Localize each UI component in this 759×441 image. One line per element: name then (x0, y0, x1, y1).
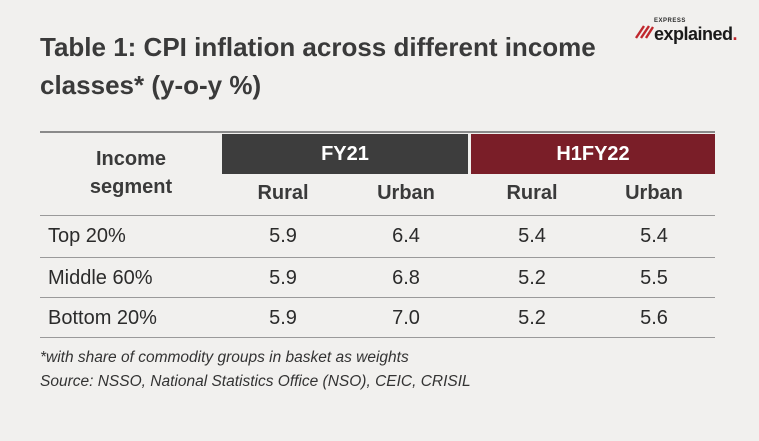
row-header: Income segment (40, 145, 222, 201)
column-header-fy21-rural: Rural (257, 182, 309, 204)
footnote: *with share of commodity groups in baske… (40, 349, 409, 366)
row-separator (40, 215, 715, 216)
row-header-line-2: segment (89, 176, 173, 198)
column-header-h1fy22-urban: Urban (625, 182, 683, 204)
table-cell: 5.9 (269, 307, 297, 329)
table-cell: 5.6 (640, 307, 668, 329)
logo-dot: . (732, 24, 738, 44)
title-line-2: classes* (y-o-y %) (40, 70, 262, 100)
row-header-line-1: Income (95, 148, 167, 170)
group-header-fy21: FY21 (222, 134, 468, 174)
logo-kicker: EXPRESS (654, 18, 686, 24)
title-line-1: Table 1: CPI inflation across different … (40, 32, 596, 62)
table-cell: 5.2 (518, 307, 546, 329)
logo-wordmark: explained. (654, 24, 737, 45)
logo-word: explained (654, 24, 733, 44)
table-cell: 5.9 (269, 225, 297, 247)
table-cell: 5.5 (640, 267, 668, 289)
page-title: Table 1: CPI inflation across different … (40, 28, 640, 104)
express-explained-logo: EXPRESS explained. (620, 18, 748, 48)
table-top-rule (40, 131, 715, 133)
logo-mark-icon (635, 25, 654, 39)
row-separator (40, 297, 715, 298)
table-cell: 5.4 (518, 225, 546, 247)
column-header-fy21-urban: Urban (377, 182, 435, 204)
row-label: Bottom 20% (48, 307, 157, 329)
table-cell: 6.4 (392, 225, 420, 247)
row-separator (40, 257, 715, 258)
table-cell: 5.4 (640, 225, 668, 247)
row-label: Middle 60% (48, 267, 153, 289)
column-header-h1fy22-rural: Rural (506, 182, 558, 204)
source-note: Source: NSSO, National Statistics Office… (40, 373, 471, 390)
row-label: Top 20% (48, 225, 126, 247)
table-cell: 7.0 (392, 307, 420, 329)
table-cell: 5.2 (518, 267, 546, 289)
table-bottom-rule (40, 337, 715, 338)
group-header-h1fy22: H1FY22 (471, 134, 715, 174)
table-cell: 6.8 (392, 267, 420, 289)
table-cell: 5.9 (269, 267, 297, 289)
